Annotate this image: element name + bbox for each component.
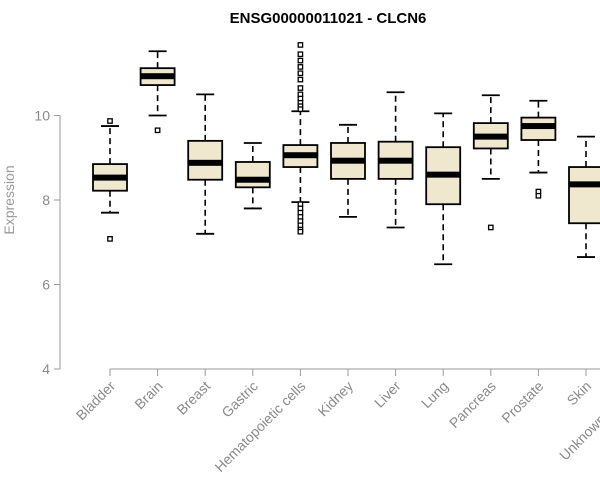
y-tick-label: 4 [42,361,50,377]
outlier-point [154,127,161,134]
box-liver [377,91,414,229]
median-line [235,176,270,183]
x-tick-label: Gastric [218,378,261,421]
outlier-point [297,42,304,48]
box-iqr [568,166,600,225]
boxes-group [92,42,600,266]
box-kidney [330,123,366,218]
y-tick-label: 10 [34,108,50,124]
outlier-point [297,76,304,83]
outlier-point [297,106,304,113]
x-tick-label: Pancreas [446,378,499,431]
x-tick-label: Lung [418,378,451,411]
box-brain [139,50,176,134]
median-line [188,159,223,166]
outlier-point [487,224,494,231]
box-gastric [234,142,271,210]
y-axis-label: Expression [1,165,17,234]
outlier-point [297,57,304,64]
median-line [140,73,175,80]
box-lung [425,112,462,266]
median-line [426,171,461,178]
x-tick-label: Kidney [315,378,357,420]
outlier-point [297,228,304,235]
outlier-point [297,85,304,91]
x-tick-label: Bladder [73,378,119,424]
outlier-point [297,70,304,77]
median-line [93,174,127,181]
outlier-point [535,192,542,199]
outlier-point [297,64,304,70]
median-line [569,181,600,188]
box-hematopoietic-cells [282,42,319,235]
outlier-point [107,118,113,124]
x-tick-label: Hematopoietic cells [211,378,308,475]
chart-title: ENSG00000011021 - CLCN6 [230,10,427,27]
x-tick-label: Breast [173,378,213,418]
x-tick-label: Liver [371,378,404,411]
median-line [521,123,556,130]
y-tick-label: 8 [42,192,50,208]
y-tick-label: 6 [42,277,50,293]
box-prostate [520,99,557,199]
outlier-point [297,51,304,58]
x-tick-label: Brain [131,378,165,412]
box-skin [568,135,600,258]
box-pancreas [472,94,509,231]
outlier-point [107,236,113,242]
x-tick-label: Prostate [498,378,546,426]
box-breast [187,93,224,235]
median-line [473,133,508,140]
median-line [378,157,413,164]
median-line [283,152,318,159]
y-axis: 4 6 8 10 [34,108,61,377]
box-iqr [234,161,271,189]
x-tick-label: Skin [564,378,595,409]
median-line [331,157,365,164]
box-bladder [92,118,128,242]
